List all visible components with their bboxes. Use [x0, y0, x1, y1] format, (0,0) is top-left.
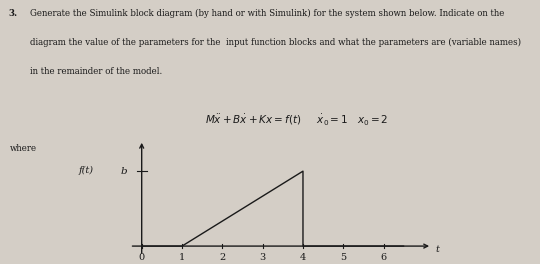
Text: 0: 0	[139, 253, 145, 262]
Text: 3: 3	[260, 253, 266, 262]
Text: 3.: 3.	[8, 9, 17, 18]
Text: f(t): f(t)	[78, 166, 93, 176]
Text: 4: 4	[300, 253, 306, 262]
Text: b: b	[120, 167, 127, 176]
Text: t: t	[435, 245, 439, 254]
Text: 5: 5	[340, 253, 346, 262]
Text: 1: 1	[179, 253, 185, 262]
Text: 6: 6	[381, 253, 387, 262]
Text: Generate the Simulink block diagram (by hand or with Simulink) for the system sh: Generate the Simulink block diagram (by …	[30, 9, 504, 18]
Text: in the remainder of the model.: in the remainder of the model.	[30, 67, 162, 76]
Text: $M\ddot{x} + B\dot{x} + Kx = f(t)$     $\dot{x}_0 = 1$   $x_0 = 2$: $M\ddot{x} + B\dot{x} + Kx = f(t)$ $\dot…	[205, 112, 389, 127]
Text: where: where	[10, 144, 37, 153]
Text: diagram the value of the parameters for the  input function blocks and what the : diagram the value of the parameters for …	[30, 38, 521, 48]
Text: 2: 2	[219, 253, 226, 262]
